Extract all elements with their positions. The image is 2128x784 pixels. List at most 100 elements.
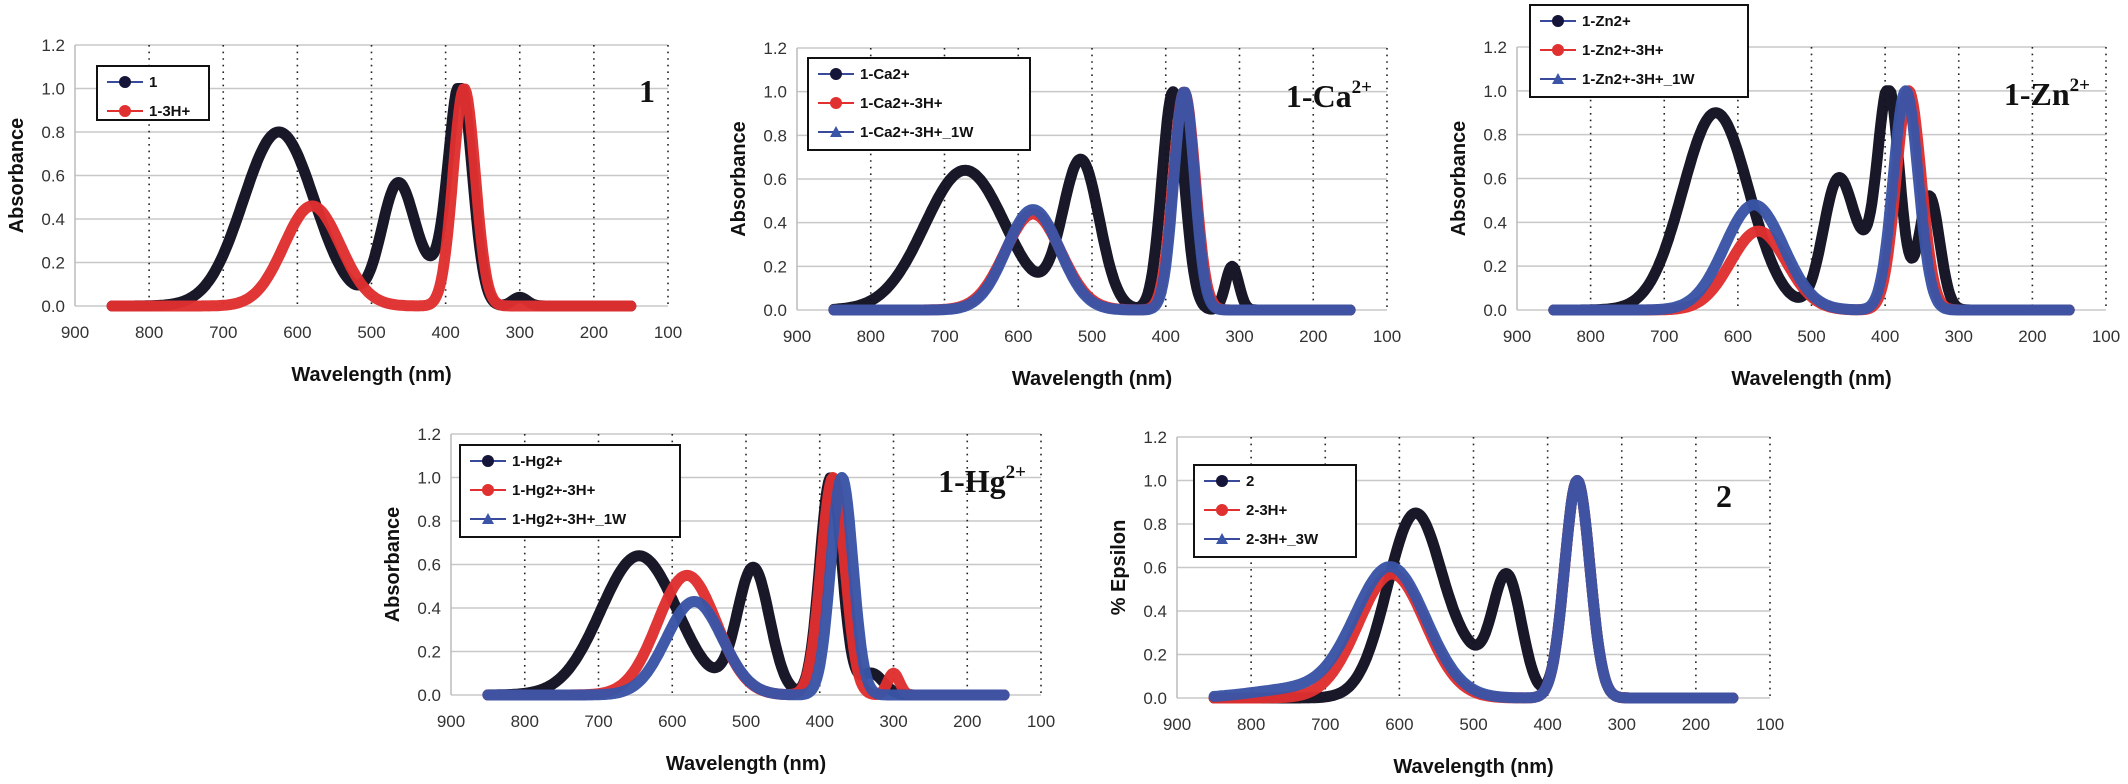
panel-label: 2 [1716, 478, 1732, 514]
circle-marker-icon [1216, 475, 1228, 487]
y-tick-label: 0.2 [763, 257, 787, 276]
x-tick-label: 500 [1078, 327, 1106, 346]
x-tick-label: 300 [1608, 715, 1636, 734]
x-tick-label: 600 [283, 323, 311, 342]
x-tick-label: 700 [930, 327, 958, 346]
circle-marker-icon [482, 484, 494, 496]
x-tick-label: 800 [1237, 715, 1265, 734]
legend-label: 1-Ca2+ [860, 66, 910, 83]
panel-label: 1 [639, 73, 655, 109]
y-tick-label: 0.4 [1483, 213, 1507, 232]
x-tick-label: 100 [2092, 327, 2120, 346]
x-tick-label: 800 [1576, 327, 1604, 346]
y-tick-label: 0.4 [417, 599, 441, 618]
x-tick-label: 800 [857, 327, 885, 346]
x-tick-label: 500 [1797, 327, 1825, 346]
x-tick-label: 200 [2018, 327, 2046, 346]
x-tick-label: 700 [209, 323, 237, 342]
x-tick-label: 300 [879, 712, 907, 731]
y-tick-label: 1.2 [417, 425, 441, 444]
y-tick-label: 0.8 [41, 123, 65, 142]
x-axis-label: Wavelength (nm) [666, 753, 826, 775]
panel-label-base: 1-Ca [1286, 78, 1352, 114]
legend-label: 1-Hg2+-3H+_1W [512, 511, 627, 528]
legend-label: 1-Ca2+-3H+_1W [860, 124, 974, 141]
chart-panel-2: 0.0 0.2 0.4 0.6 0.8 1.0 1.2 900 800 700 600 500 400 3… [1108, 428, 1784, 778]
y-tick-label: 1.0 [417, 469, 441, 488]
y-axis-label: Absorbance [1448, 121, 1470, 237]
x-tick-label: 700 [584, 712, 612, 731]
panel-label-superscript: 2+ [1006, 462, 1026, 483]
y-tick-label: 0.8 [1143, 515, 1167, 534]
x-tick-label: 900 [1503, 327, 1531, 346]
legend-label: 1-Ca2+-3H+ [860, 95, 943, 112]
y-tick-label: 0.2 [1143, 646, 1167, 665]
x-tick-label: 900 [1163, 715, 1191, 734]
y-tick-label: 1.0 [41, 80, 65, 99]
x-tick-label: 200 [1682, 715, 1710, 734]
triangle-marker-icon [1552, 73, 1564, 84]
series-line-1-hg2-3h-1w [482, 472, 1010, 701]
triangle-marker-icon [482, 513, 494, 524]
legend: 1 1-3H+ [96, 65, 210, 121]
y-axis-label: Absorbance [728, 121, 750, 237]
x-tick-label: 300 [506, 323, 534, 342]
y-tick-label: 0.0 [1143, 689, 1167, 708]
panel-label: 1-Ca2+ [1286, 77, 1372, 114]
x-tick-label: 900 [783, 327, 811, 346]
chart-panel-1-ca: 0.0 0.2 0.4 0.6 0.8 1.0 1.2 900 800 700 600 500 400 3… [728, 39, 1401, 390]
panel-label-base: 1-Zn [2004, 76, 2070, 112]
x-axis-label: Wavelength (nm) [1731, 368, 1891, 390]
x-tick-label: 900 [61, 323, 89, 342]
x-tick-label: 400 [1152, 327, 1180, 346]
y-tick-label: 0.6 [41, 167, 65, 186]
y-tick-label: 1.2 [1143, 428, 1167, 447]
y-tick-label: 0.0 [41, 297, 65, 316]
y-tick-label: 0.2 [41, 254, 65, 273]
x-tick-label: 300 [1945, 327, 1973, 346]
y-tick-label: 1.2 [1483, 38, 1507, 57]
x-tick-label: 500 [732, 712, 760, 731]
y-tick-label: 0.6 [763, 170, 787, 189]
x-axis-label: Wavelength (nm) [1393, 756, 1553, 778]
x-tick-label: 400 [1871, 327, 1899, 346]
legend-label: 1-Zn2+-3H+ [1582, 42, 1664, 59]
panel-label-superscript: 2+ [2070, 75, 2090, 96]
x-tick-label: 600 [658, 712, 686, 731]
panel-label-base: 1-Hg [938, 463, 1006, 499]
x-tick-label: 800 [135, 323, 163, 342]
legend-label: 2 [1246, 473, 1254, 490]
x-axis-label: Wavelength (nm) [291, 364, 451, 386]
x-tick-label: 200 [953, 712, 981, 731]
y-tick-label: 1.2 [41, 36, 65, 55]
x-tick-label: 300 [1225, 327, 1253, 346]
panel-label-base: 2 [1716, 478, 1732, 514]
triangle-marker-icon [830, 126, 842, 137]
y-tick-label: 0.0 [1483, 301, 1507, 320]
y-tick-label: 0.4 [763, 214, 787, 233]
x-tick-label: 500 [1459, 715, 1487, 734]
circle-marker-icon [830, 68, 842, 80]
chart-panel-1-zn: 0.0 0.2 0.4 0.6 0.8 1.0 1.2 900 800 700 600 500 400 3… [1448, 4, 2120, 390]
x-tick-label: 200 [1299, 327, 1327, 346]
series-line-1-3h- [106, 83, 637, 312]
y-axis-label: Absorbance [382, 507, 404, 623]
circle-marker-icon [119, 76, 131, 88]
y-tick-label: 0.8 [417, 512, 441, 531]
triangle-marker-icon [1216, 533, 1228, 544]
y-tick-label: 0.6 [417, 556, 441, 575]
y-tick-label: 0.8 [1483, 126, 1507, 145]
panel-label: 1-Hg2+ [938, 462, 1026, 499]
circle-marker-icon [482, 455, 494, 467]
legend: 1-Zn2+ 1-Zn2+-3H+ 1-Zn2+-3H+_1W [1529, 4, 1749, 98]
x-tick-label: 700 [1650, 327, 1678, 346]
y-tick-label: 0.6 [1143, 559, 1167, 578]
legend-label: 2-3H+ [1246, 502, 1288, 519]
legend-label: 1-Hg2+-3H+ [512, 482, 596, 499]
x-tick-label: 100 [1756, 715, 1784, 734]
x-tick-label: 100 [1027, 712, 1055, 731]
x-axis-label: Wavelength (nm) [1012, 368, 1172, 390]
legend-label: 1 [149, 74, 157, 91]
series-line-1-zn2-3h-1w [1548, 85, 2075, 316]
x-tick-label: 400 [1533, 715, 1561, 734]
